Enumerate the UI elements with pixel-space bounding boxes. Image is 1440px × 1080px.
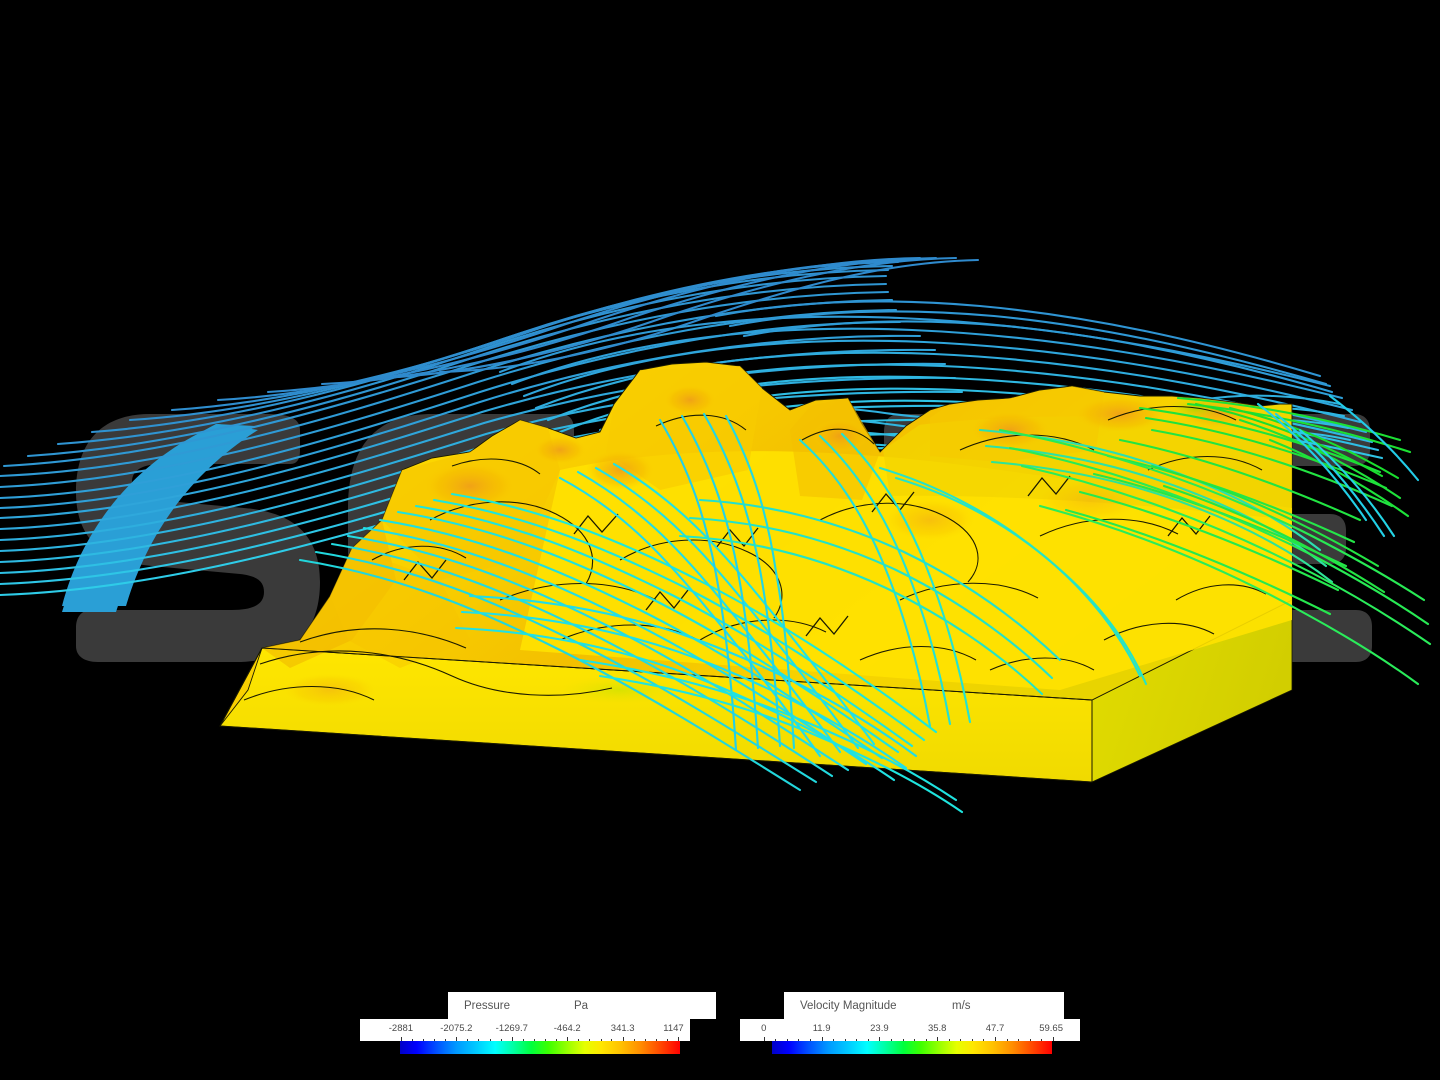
velocity-tick-0: 0 [761, 1023, 767, 1034]
velocity-tick-2: 23.9 [870, 1023, 889, 1034]
pressure-tick-5: 1147 [663, 1023, 684, 1034]
velocity-tick-labels: 0 11.9 23.9 35.8 47.7 59.65 [740, 1019, 1080, 1041]
velocity-tick-4: 47.7 [985, 1023, 1005, 1034]
velocity-tick-3: 35.8 [927, 1023, 947, 1034]
pressure-tick-4: 341.3 [610, 1023, 635, 1034]
pressure-colorbar[interactable] [400, 1041, 680, 1054]
streamlines-nearfield [298, 412, 1334, 814]
velocity-tick-1: 11.9 [812, 1023, 831, 1034]
pressure-field-unit: Pa [574, 999, 589, 1012]
velocity-colorbar[interactable] [772, 1041, 1052, 1054]
pressure-legend-header: Pressure Pa [448, 992, 716, 1019]
velocity-field-unit: m/s [952, 999, 971, 1012]
pressure-tick-3: -464.2 [553, 1023, 581, 1034]
velocity-legend[interactable]: Velocity Magnitude m/s 0 11.9 23.9 35.8 … [740, 992, 1080, 1054]
velocity-tick-5: 59.65 [1039, 1023, 1063, 1034]
pressure-tick-0: -2881 [388, 1023, 414, 1034]
pressure-field-name: Pressure [464, 999, 511, 1012]
pressure-tick-2: -1269.7 [495, 1023, 528, 1034]
streamlines-far-right [1256, 394, 1420, 538]
streamlines-downstream [998, 396, 1432, 686]
velocity-tick-marks [740, 1037, 1080, 1041]
pressure-tick-labels: -2881 -2075.2 -1269.7 -464.2 341.3 1147 [360, 1019, 690, 1041]
velocity-field-name: Velocity Magnitude [800, 999, 897, 1012]
pressure-tick-1: -2075.2 [440, 1023, 473, 1034]
velocity-legend-header: Velocity Magnitude m/s [784, 992, 1064, 1019]
pressure-legend[interactable]: Pressure Pa -2881 -2075.2 -1269.7 -464.2… [360, 992, 716, 1054]
pressure-tick-marks [360, 1037, 690, 1041]
